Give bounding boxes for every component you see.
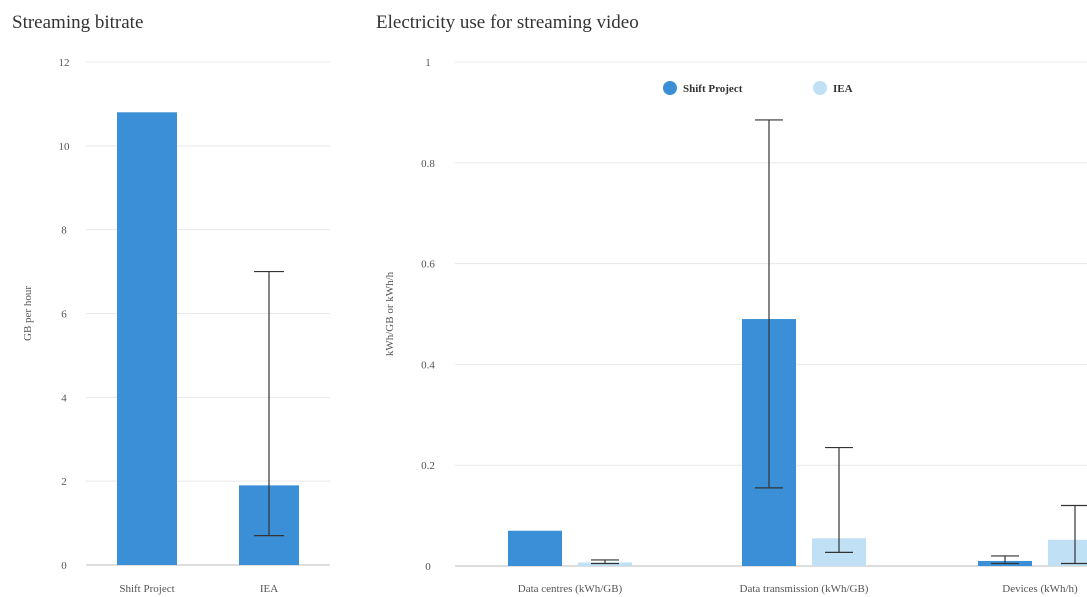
y-tick-label-bitrate: 8 (61, 225, 67, 237)
y-tick-label-bitrate: 6 (61, 309, 67, 321)
y-tick-label-bitrate: 2 (61, 476, 67, 488)
x-tick-label-bitrate: Shift Project (119, 583, 174, 595)
bar-electricity-0-0 (508, 530, 562, 566)
x-tick-label-electricity: Devices (kWh/h) (1002, 583, 1078, 595)
legend-label-1: IEA (833, 83, 853, 95)
chart-title-bitrate: Streaming bitrate (12, 12, 144, 33)
y-tick-label-electricity: 0.8 (421, 158, 435, 170)
x-tick-label-bitrate: IEA (260, 583, 278, 595)
legend-label-0: Shift Project (683, 83, 743, 95)
y-tick-label-electricity: 0 (425, 561, 431, 573)
chart-title-electricity: Electricity use for streaming video (376, 12, 639, 33)
bar-electricity-1-2 (1048, 539, 1087, 566)
legend-marker-0 (663, 81, 677, 95)
y-tick-label-electricity: 0.6 (421, 259, 435, 271)
x-tick-label-electricity: Data transmission (kWh/GB) (740, 583, 869, 595)
bar-electricity-1-0 (578, 562, 632, 566)
y-tick-label-electricity: 0.2 (421, 460, 435, 472)
y-tick-label-electricity: 1 (425, 57, 431, 69)
y-axis-label-bitrate: GB per hour (22, 286, 34, 341)
legend-marker-1 (813, 81, 827, 95)
y-tick-label-bitrate: 4 (61, 392, 67, 404)
y-axis-label-electricity: kWh/GB or kWh/h (384, 271, 396, 356)
y-tick-label-bitrate: 0 (61, 560, 67, 572)
y-tick-label-electricity: 0.4 (421, 359, 435, 371)
bar-bitrate-0 (117, 112, 177, 566)
y-tick-label-bitrate: 10 (59, 141, 71, 153)
y-tick-label-bitrate: 12 (59, 57, 70, 69)
x-tick-label-electricity: Data centres (kWh/GB) (518, 583, 623, 595)
